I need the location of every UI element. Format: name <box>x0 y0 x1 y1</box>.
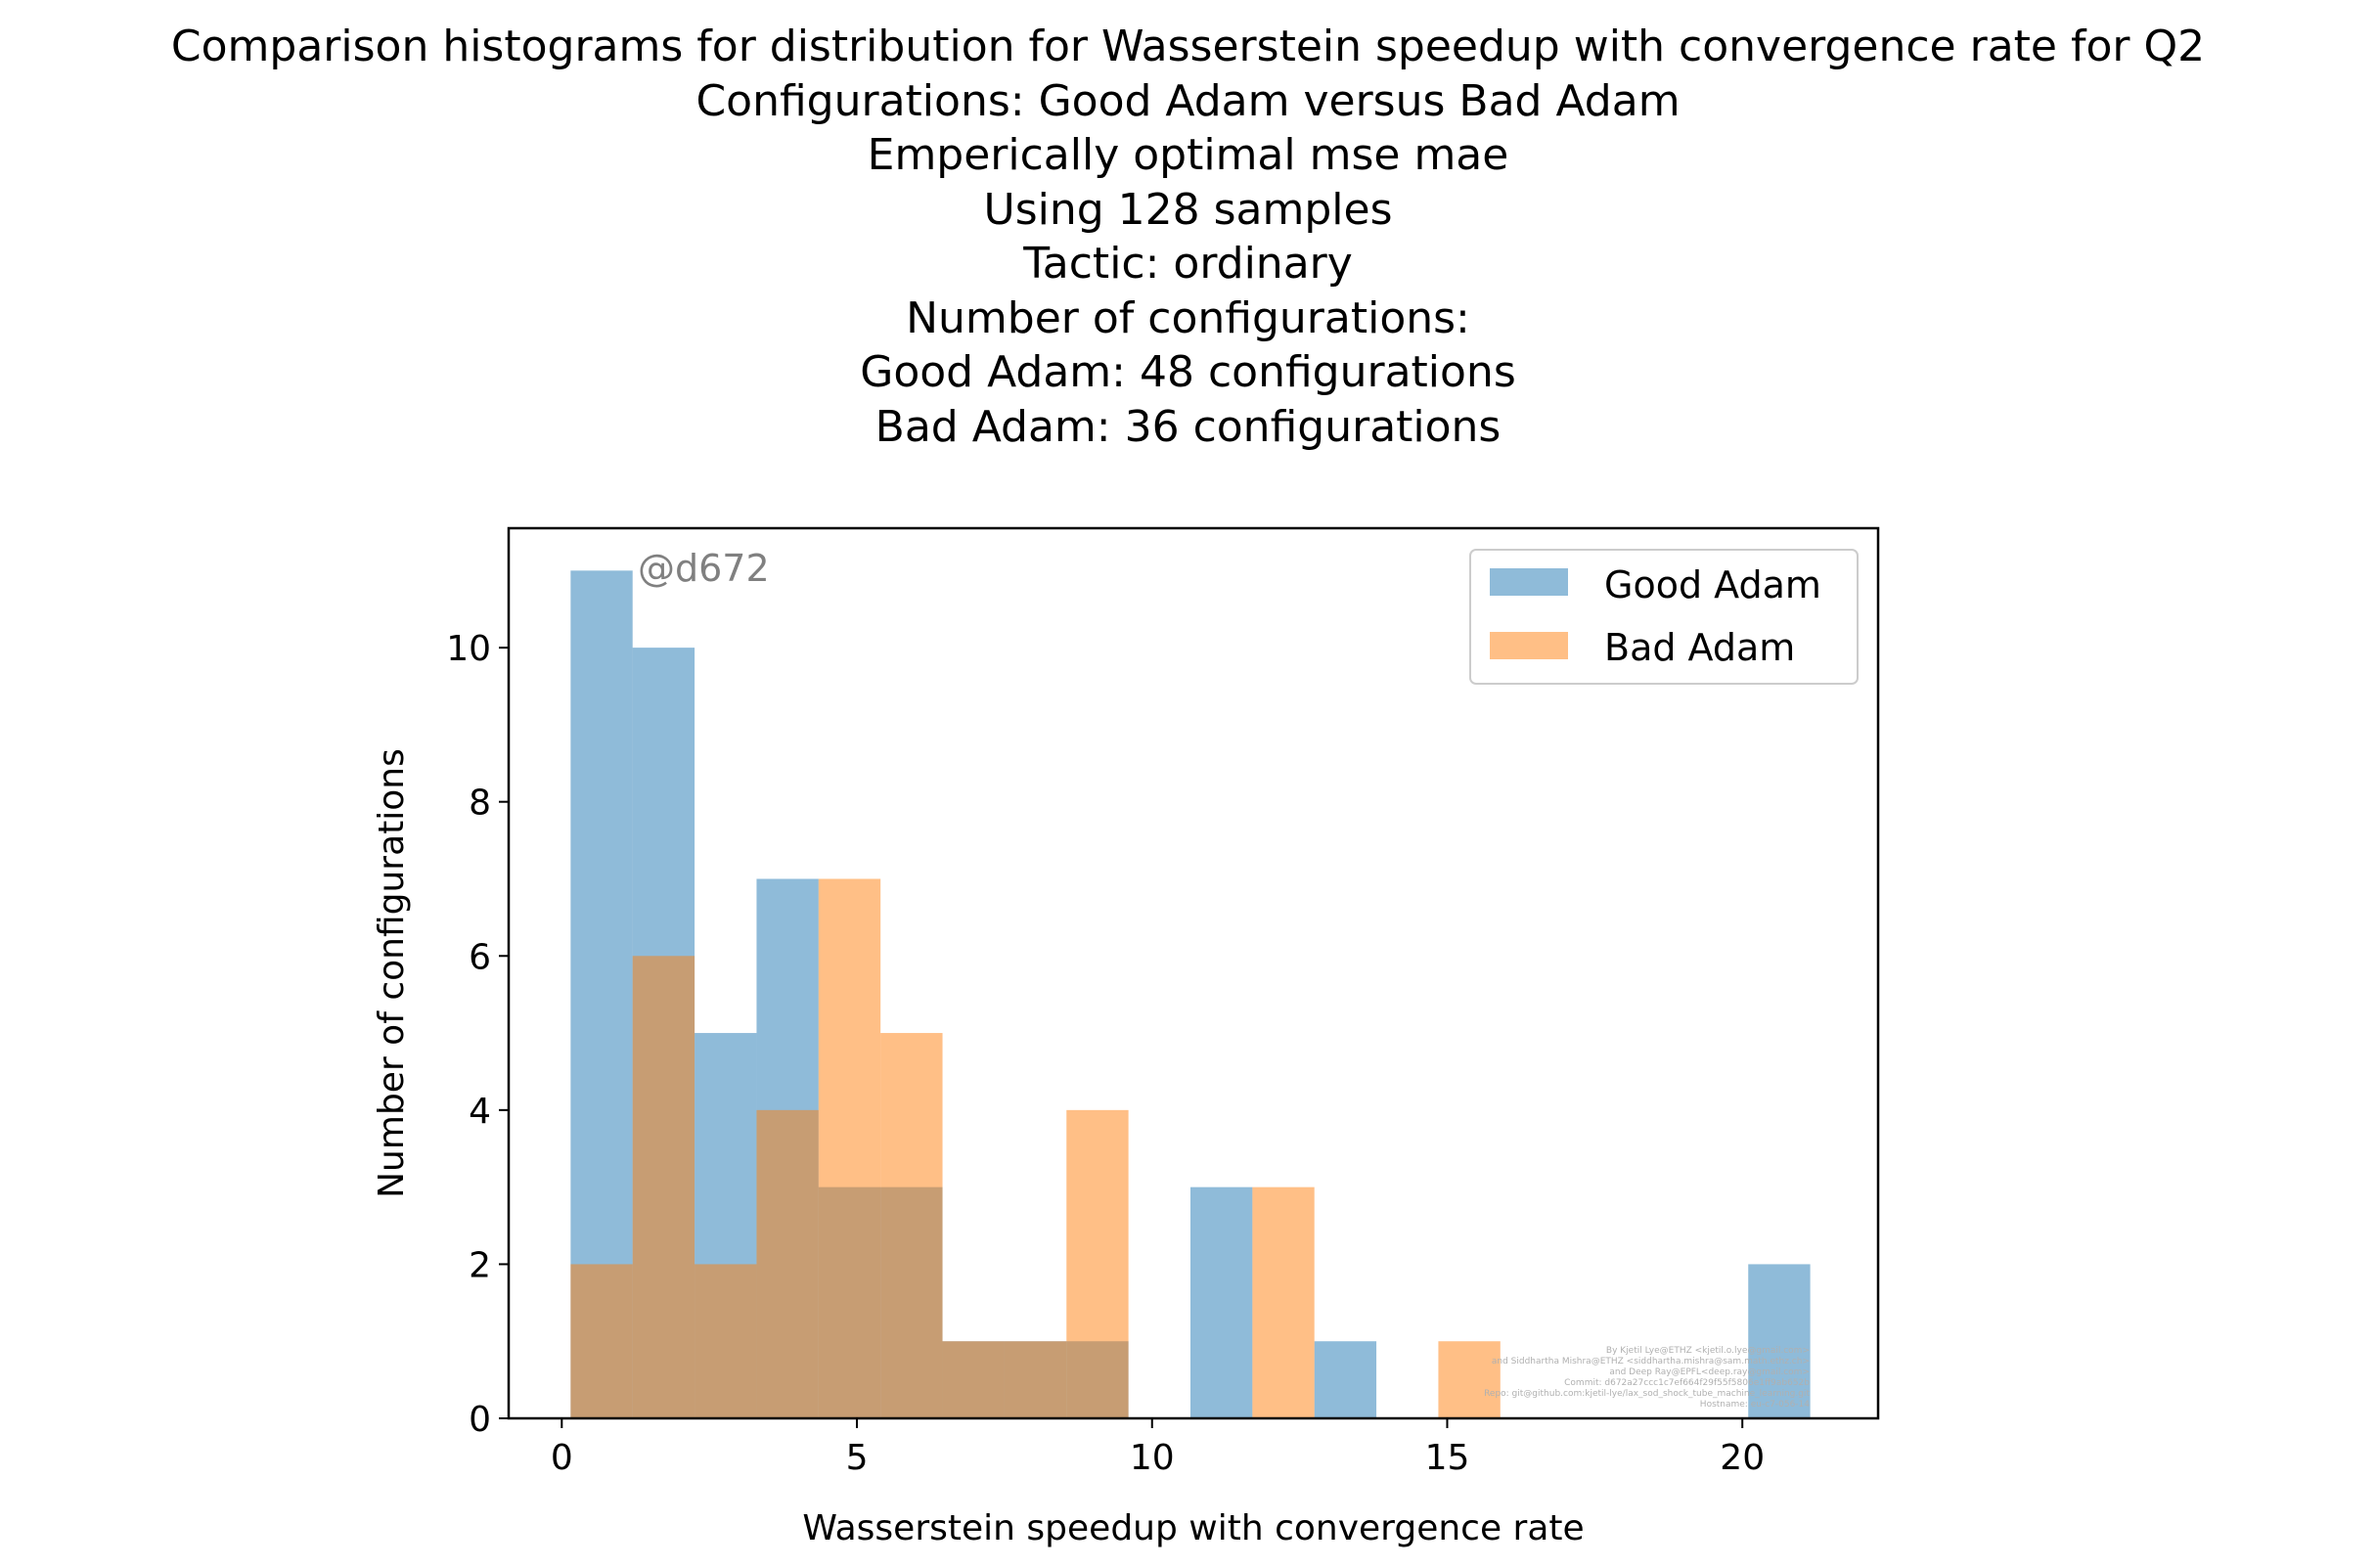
credit-line-3: Commit: d672a27ccc1c7ef664f29f55f5806e1f… <box>1564 1378 1810 1388</box>
y-tick-label-5: 10 <box>446 629 491 669</box>
x-axis-label: Wasserstein speedup with convergence rat… <box>802 1508 1584 1548</box>
bar-bad-adam-3 <box>756 1109 819 1418</box>
bar-good-adam-12 <box>1314 1341 1377 1418</box>
bar-bad-adam-2 <box>695 1264 757 1418</box>
legend: Good Adam Bad Adam <box>1469 549 1859 685</box>
bar-good-adam-19 <box>1748 1264 1811 1418</box>
y-axis-ticks: 0 2 4 6 8 10 <box>446 629 509 1440</box>
y-axis-label: Number of configurations <box>372 748 412 1198</box>
legend-label-bad-adam: Bad Adam <box>1604 626 1795 669</box>
bar-bad-adam-0 <box>570 1264 633 1418</box>
title-line-5: Number of configurations: <box>906 292 1470 343</box>
y-tick-label-1: 2 <box>469 1245 491 1285</box>
bar-bad-adam-7 <box>1004 1341 1067 1418</box>
title-line-4: Tactic: ordinary <box>1023 239 1353 289</box>
title-line-7: Bad Adam: 36 configurations <box>874 401 1502 452</box>
y-tick-label-3: 6 <box>469 937 491 977</box>
bar-bad-adam-8 <box>1066 1109 1129 1418</box>
y-tick-label-4: 8 <box>469 784 491 824</box>
credit-line-0: By Kjetil Lye@ETHZ <kjetil.o.lye@gmail.c… <box>1606 1346 1810 1356</box>
annotation-text: @d672 <box>638 547 770 590</box>
bar-bad-adam-6 <box>942 1341 1005 1418</box>
plot-frame <box>507 526 1880 1420</box>
bar-bad-adam-1 <box>632 956 695 1418</box>
title-line-2: Emperically optimal mse mae <box>867 130 1509 180</box>
credit-line-5: Hostname: eu-c7-056-14 <box>1700 1400 1810 1410</box>
x-tick-label-2: 10 <box>1130 1438 1175 1478</box>
bars-layer <box>570 570 1811 1418</box>
y-tick-label-2: 4 <box>469 1092 491 1132</box>
bar-good-adam-10 <box>1189 1187 1253 1418</box>
title-line-0: Comparison histograms for distribution f… <box>170 22 2206 71</box>
chart-title: Comparison histograms for distribution f… <box>0 20 2376 454</box>
x-tick-label-0: 0 <box>551 1438 573 1478</box>
legend-swatch-good-adam <box>1490 568 1568 596</box>
legend-swatch-bad-adam <box>1490 632 1568 659</box>
title-line-3: Using 128 samples <box>983 184 1393 235</box>
bar-bad-adam-5 <box>880 1033 943 1418</box>
x-axis-ticks: 0 5 10 15 20 <box>551 1418 1765 1478</box>
credit-line-4: Repo: git@github.com:kjetil-lye/lax_sod_… <box>1484 1389 1810 1399</box>
bar-bad-adam-4 <box>818 878 881 1418</box>
title-line-1: Configurations: Good Adam versus Bad Ada… <box>695 75 1681 126</box>
credit-line-1: and Siddhartha Mishra@ETHZ <siddhartha.m… <box>1492 1357 1810 1366</box>
credit-line-2: and Deep Ray@EPFL<deep.ray@gmail.com> <box>1609 1367 1810 1377</box>
y-tick-label-0: 0 <box>469 1400 491 1440</box>
bar-bad-adam-11 <box>1252 1187 1315 1418</box>
credits-block: By Kjetil Lye@ETHZ <kjetil.o.lye@gmail.c… <box>1484 1346 1810 1410</box>
x-tick-label-4: 20 <box>1720 1438 1765 1478</box>
x-tick-label-1: 5 <box>846 1438 869 1478</box>
bar-bad-adam-14 <box>1438 1341 1501 1418</box>
title-line-6: Good Adam: 48 configurations <box>860 347 1516 397</box>
x-tick-label-3: 15 <box>1425 1438 1470 1478</box>
legend-label-good-adam: Good Adam <box>1604 563 1821 606</box>
